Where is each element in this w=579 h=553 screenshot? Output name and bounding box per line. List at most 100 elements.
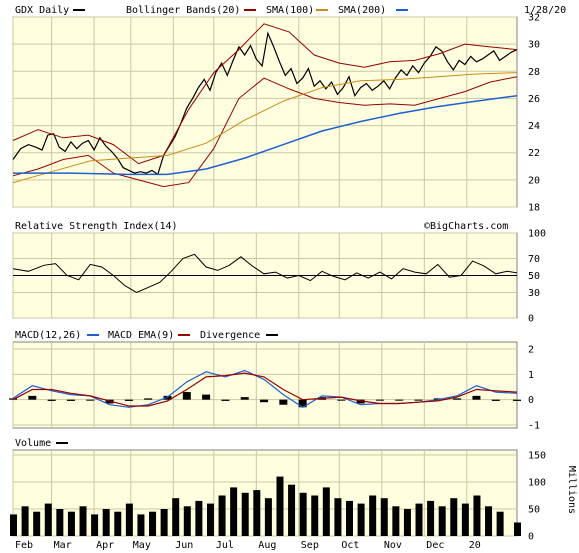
divergence-bar xyxy=(105,399,114,404)
volume-bar xyxy=(241,492,249,536)
divergence-bar xyxy=(491,399,500,401)
volume-bar xyxy=(461,503,469,536)
volume-bar xyxy=(114,511,122,536)
macd-tick-label: 1 xyxy=(528,370,534,381)
macd-swatch-macd xyxy=(87,334,99,336)
x-tick-label: Jun xyxy=(175,540,193,551)
divergence-bar xyxy=(453,398,462,400)
macd-tick-label: 2 xyxy=(528,345,534,356)
volume-bar xyxy=(149,511,157,536)
volume-bar xyxy=(427,500,435,536)
price-panel: 32 30 28 26 24 22 20 18 GDX Daily Bollinger Ban… xyxy=(12,2,566,214)
price-series xyxy=(12,23,518,188)
divergence-bar xyxy=(163,395,172,400)
price-tick-label: 22 xyxy=(528,148,540,159)
divergence-bar xyxy=(260,399,269,403)
legend-swatch-bollinger xyxy=(244,9,256,11)
sma200-line xyxy=(13,94,518,176)
macd-line xyxy=(12,369,518,409)
volume-bar xyxy=(450,498,458,536)
volume-tick-label: 150 xyxy=(528,451,546,462)
volume-bar xyxy=(322,487,330,536)
divergence-bar xyxy=(337,399,346,401)
volume-bar xyxy=(253,490,261,536)
x-tick-label: Aug xyxy=(258,540,276,551)
volume-bar xyxy=(230,487,238,536)
x-tick-label: Dec xyxy=(426,540,444,551)
divergence-bar xyxy=(202,394,211,400)
volume-bar xyxy=(334,498,342,536)
x-tick-label: Nov xyxy=(384,540,402,551)
divergence-bar xyxy=(472,395,481,400)
x-axis: Feb Mar Apr May Jun Jul Aug Sep Oct Nov Dec 20 xyxy=(15,540,481,551)
price-tick-label: 32 xyxy=(528,13,540,24)
macd-legend-macd: MACD(12,26) xyxy=(15,330,81,341)
volume-bar xyxy=(496,511,504,536)
bollinger-upper-line xyxy=(12,23,518,165)
volume-bar xyxy=(369,495,377,536)
volume-panel-header xyxy=(13,436,517,450)
volume-bar xyxy=(137,514,145,536)
volume-tick-label: 0 xyxy=(528,532,534,543)
volume-panel: 150 100 50 0 Volume Millions xyxy=(10,436,577,543)
divergence-bar xyxy=(513,399,521,401)
price-panel-plot xyxy=(12,16,518,208)
legend-bollinger: Bollinger Bands(20) xyxy=(126,5,240,16)
volume-bar xyxy=(473,495,481,536)
divergence-bar xyxy=(298,399,307,408)
volume-bar xyxy=(206,503,214,536)
volume-bar xyxy=(56,509,64,536)
macd-ema-line xyxy=(12,372,518,407)
rsi-tick-label: 100 xyxy=(528,229,546,240)
volume-bar xyxy=(392,506,400,536)
volume-bar xyxy=(346,500,353,536)
x-tick-label: 20 xyxy=(469,540,481,551)
divergence-bar xyxy=(375,399,384,401)
volume-bar xyxy=(276,476,284,536)
price-tick-label: 20 xyxy=(528,175,540,186)
rsi-tick-label: 50 xyxy=(528,271,540,282)
divergence-bar xyxy=(182,392,191,400)
sma100-line xyxy=(12,72,518,184)
rsi-tick-label: 70 xyxy=(528,254,540,265)
volume-bar xyxy=(183,506,191,536)
rsi-series xyxy=(12,253,518,294)
price-tick-label: 28 xyxy=(528,67,540,78)
price-legend: GDX Daily Bollinger Bands(20) SMA(100) S… xyxy=(15,5,566,16)
watermark: ©BigCharts.com xyxy=(424,221,508,232)
divergence-bar xyxy=(86,399,95,401)
volume-bar xyxy=(195,500,203,536)
volume-bar xyxy=(514,522,521,536)
divergence-bar xyxy=(144,398,153,400)
macd-tick-label: 0 xyxy=(528,395,534,406)
rsi-panel: 100 70 50 30 0 Relative Strength Index(14) ©… xyxy=(12,219,546,325)
volume-bar xyxy=(79,506,87,536)
volume-bar xyxy=(264,498,272,536)
rsi-y-axis: 100 70 50 30 0 xyxy=(528,229,546,325)
price-tick-label: 26 xyxy=(528,94,540,105)
legend-title: GDX Daily xyxy=(15,5,69,16)
divergence-bar xyxy=(240,397,249,400)
volume-label: Volume xyxy=(15,438,51,449)
chart-date: 1/28/20 xyxy=(524,5,566,16)
macd-y-axis: 2 1 0 -1 xyxy=(528,345,540,432)
volume-bar xyxy=(403,509,411,536)
divergence-bar xyxy=(221,399,230,401)
legend-sma100: SMA(100) xyxy=(266,5,314,16)
price-y-axis: 32 30 28 26 24 22 20 18 xyxy=(528,13,540,214)
volume-bar xyxy=(485,506,493,536)
x-tick-label: Feb xyxy=(15,540,33,551)
volume-y-axis: 150 100 50 0 xyxy=(528,451,546,543)
volume-bar xyxy=(21,506,29,536)
macd-panel-header xyxy=(13,328,517,342)
macd-tick-label: -1 xyxy=(528,421,540,432)
price-grid xyxy=(12,16,517,208)
x-tick-label: Apr xyxy=(96,540,114,551)
divergence-bar xyxy=(47,399,56,401)
volume-bar xyxy=(160,509,168,536)
macd-legend-ema: MACD EMA(9) xyxy=(108,330,174,341)
divergence-bar xyxy=(395,399,404,401)
divergence-bar xyxy=(28,395,37,400)
macd-grid xyxy=(12,342,517,428)
